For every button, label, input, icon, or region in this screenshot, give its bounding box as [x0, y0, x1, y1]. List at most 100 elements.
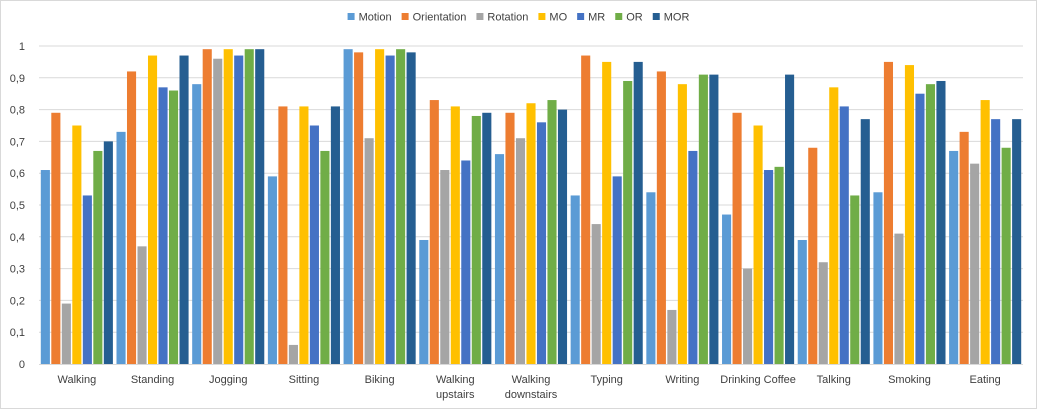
bar-mr [612, 176, 622, 364]
legend-item: MR [577, 12, 605, 24]
bar-mr [764, 170, 774, 364]
bar-mr [839, 106, 849, 365]
bar-or [244, 49, 254, 365]
bar-orientation [505, 112, 515, 364]
bar-mo [450, 106, 460, 365]
bar-rotation [288, 344, 298, 364]
bar-orientation [51, 112, 61, 364]
bar-mo [147, 55, 158, 364]
bar-motion [116, 131, 126, 364]
bar-or [623, 80, 633, 364]
bar-or [1001, 147, 1011, 364]
bar-mr [991, 119, 1001, 364]
legend-item: MOR [652, 12, 689, 24]
bar-mr [234, 55, 244, 364]
bar-mr [158, 87, 168, 364]
bar-orientation [959, 131, 969, 364]
bar-motion [570, 195, 580, 364]
bar-motion [646, 192, 656, 364]
y-tick-label: 0,7 [10, 136, 25, 148]
bar-mor [936, 80, 946, 364]
x-tick-label: Walking upstairs [436, 374, 475, 401]
bar-orientation [354, 52, 364, 365]
x-tick-label: Standing [131, 374, 174, 386]
bar-mr [309, 125, 319, 364]
y-tick-label: 0,4 [10, 232, 25, 244]
bar-mo [829, 87, 839, 364]
bar-motion [267, 176, 277, 364]
y-tick-label: 0,6 [10, 168, 25, 180]
y-axis-ticks: 0 0,1 0,2 0,3 0,4 0,5 0,6 0,7 0,8 0,9 1 [10, 41, 25, 371]
legend-swatch [401, 13, 409, 20]
bar-mor [709, 74, 719, 365]
y-tick-label: 0,2 [10, 295, 25, 307]
legend-item: Orientation [401, 12, 466, 24]
bar-orientation [202, 49, 212, 365]
bar-mo [299, 106, 309, 365]
bar-mor [633, 61, 643, 365]
x-tick-label: Talking [817, 374, 851, 386]
bar-motion [494, 154, 505, 364]
bar-rotation [213, 58, 223, 364]
bar-mor [179, 55, 189, 364]
bar-rotation [818, 262, 828, 364]
legend-label: Motion [359, 12, 392, 24]
legend-swatch [577, 13, 585, 20]
bar-rotation [894, 233, 904, 364]
bar-mor [482, 112, 492, 364]
bar-mr [385, 55, 395, 364]
bar-mr [688, 150, 698, 364]
y-tick-label: 0,8 [10, 105, 25, 117]
bar-mr [536, 122, 547, 364]
bar-mo [753, 125, 763, 364]
bar-mor [330, 106, 340, 365]
bar-mor [255, 49, 265, 365]
legend-item: Rotation [476, 12, 528, 24]
bar-or [471, 115, 481, 365]
bar-mor [557, 109, 568, 364]
legend-item: Motion [347, 12, 392, 24]
x-tick-label: Biking [365, 374, 395, 386]
bar-motion [873, 192, 883, 364]
legend: Motion Orientation Rotation MO MR OR MOR [347, 12, 689, 24]
bar-mor [103, 141, 113, 364]
bar-motion [722, 214, 732, 364]
bar-orientation [883, 61, 894, 365]
bar-mo [904, 65, 915, 364]
y-tick-label: 0,1 [10, 327, 25, 339]
bar-mo [72, 125, 82, 364]
bar-orientation [429, 100, 439, 364]
bar-mo [223, 49, 233, 365]
bar-mr [915, 93, 925, 364]
legend-swatch [347, 13, 355, 20]
legend-swatch [652, 13, 660, 20]
x-tick-label: Drinking Coffee [720, 374, 796, 386]
legend-label: OR [626, 12, 643, 24]
bar-motion [419, 239, 429, 364]
bar-orientation [581, 55, 591, 364]
y-tick-label: 1 [19, 41, 25, 53]
y-tick-label: 0,3 [10, 264, 25, 276]
bar-rotation [440, 170, 450, 364]
legend-label: MR [588, 12, 605, 24]
bar-or [925, 84, 936, 364]
bar-mor [785, 74, 795, 365]
x-tick-label: Writing [665, 374, 699, 386]
bar-rotation [137, 246, 147, 364]
bar-mr [82, 195, 92, 364]
bar-or [850, 195, 860, 364]
x-tick-label: Typing [590, 374, 622, 386]
bar-mor [860, 119, 870, 364]
bar-mr [461, 160, 471, 364]
x-tick-label: Eating [970, 374, 1001, 386]
bars [40, 49, 1022, 365]
bar-rotation [743, 268, 753, 364]
legend-label: Rotation [487, 12, 528, 24]
legend-item: MO [538, 12, 568, 24]
bar-mo [602, 61, 612, 365]
bar-motion [949, 150, 959, 364]
legend-swatch [538, 13, 546, 20]
bar-mor [1012, 119, 1022, 364]
bar-orientation [808, 147, 818, 364]
